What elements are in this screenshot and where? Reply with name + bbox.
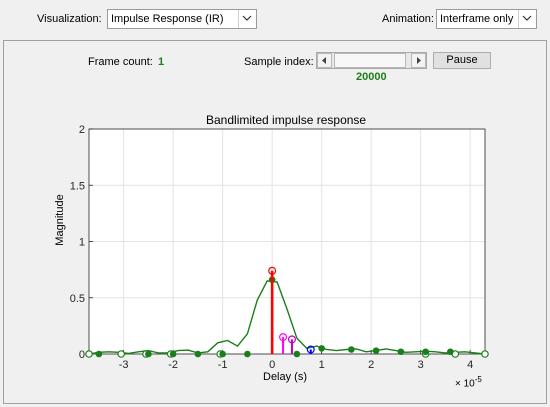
pause-button[interactable]: Pause [433, 52, 491, 69]
filled-sample-marker [244, 350, 251, 358]
filled-sample-marker [397, 348, 405, 356]
path-stem-marker [279, 333, 288, 342]
x-tick-label: 2 [368, 359, 374, 371]
visualization-dropdown[interactable]: Impulse Response (IR) [107, 9, 257, 29]
filled-sample-marker [348, 346, 355, 353]
y-tick-label: 1 [79, 237, 85, 249]
filled-sample-marker [422, 348, 429, 356]
filled-sample-marker [95, 350, 103, 358]
sample-index-value: 20000 [356, 71, 387, 83]
triangle-right-icon [417, 57, 421, 64]
filled-sample-marker [447, 348, 454, 356]
path-stem-marker [268, 266, 277, 275]
frame-count-value: 1 [158, 56, 165, 68]
visualization-selected-value: Impulse Response (IR) [111, 13, 224, 25]
x-tick-label: -2 [168, 359, 178, 371]
sample-index-slider[interactable] [316, 52, 427, 69]
slider-thumb[interactable] [334, 53, 406, 68]
y-tick-label: 1.5 [70, 180, 85, 192]
open-sample-marker [117, 350, 125, 358]
triangle-left-icon [322, 57, 326, 64]
slider-right-button[interactable] [411, 53, 426, 68]
x-tick-label: 0 [269, 359, 275, 371]
x-axis-exponent: × 10-5 [455, 375, 482, 390]
filled-sample-marker [318, 345, 325, 352]
x-tick-label: 3 [418, 359, 424, 371]
path-stem-marker [306, 345, 315, 354]
svg-text:Magnitude: Magnitude [54, 194, 66, 245]
impulse-response-plot: -3 -2 -1 0 1 2 3 4 0 0.5 1 1.5 2 [70, 124, 489, 371]
y-tick-label: 2 [79, 124, 85, 136]
x-tick-label: 4 [467, 359, 473, 371]
animation-selected-value: Interframe only [440, 13, 514, 25]
y-tick-label: 0 [79, 349, 85, 361]
x-tick-label: -3 [119, 359, 129, 371]
chevron-down-icon[interactable] [238, 10, 256, 28]
animation-dropdown[interactable]: Interframe only [436, 9, 537, 29]
filled-sample-marker [293, 350, 301, 358]
x-axis-label: Delay (s) [263, 371, 308, 383]
chevron-down-icon[interactable] [518, 10, 536, 28]
frame-count-label: Frame count: [88, 56, 153, 68]
visualization-label: Visualization: [37, 13, 102, 25]
path-stem-marker [287, 335, 296, 344]
slider-left-button[interactable] [317, 53, 332, 68]
filled-sample-marker [169, 350, 177, 358]
filled-sample-marker [145, 350, 152, 358]
filled-sample-marker [372, 347, 380, 354]
y-axis-label: Magnitude [54, 194, 66, 245]
chart-title: Bandlimited impulse response [206, 113, 367, 127]
filled-sample-marker [219, 350, 226, 358]
x-tick-label: 1 [319, 359, 325, 371]
response-curve [88, 280, 486, 355]
x-tick-label: -1 [218, 359, 228, 371]
open-sample-marker [85, 350, 93, 358]
y-tick-label: 0.5 [70, 293, 85, 305]
top-toolbar: Visualization: Impulse Response (IR) Ani… [0, 0, 550, 38]
animation-label: Animation: [382, 13, 434, 25]
open-sample-marker [481, 350, 489, 358]
filled-sample-marker [194, 350, 202, 358]
sample-index-label: Sample index: [244, 56, 314, 68]
